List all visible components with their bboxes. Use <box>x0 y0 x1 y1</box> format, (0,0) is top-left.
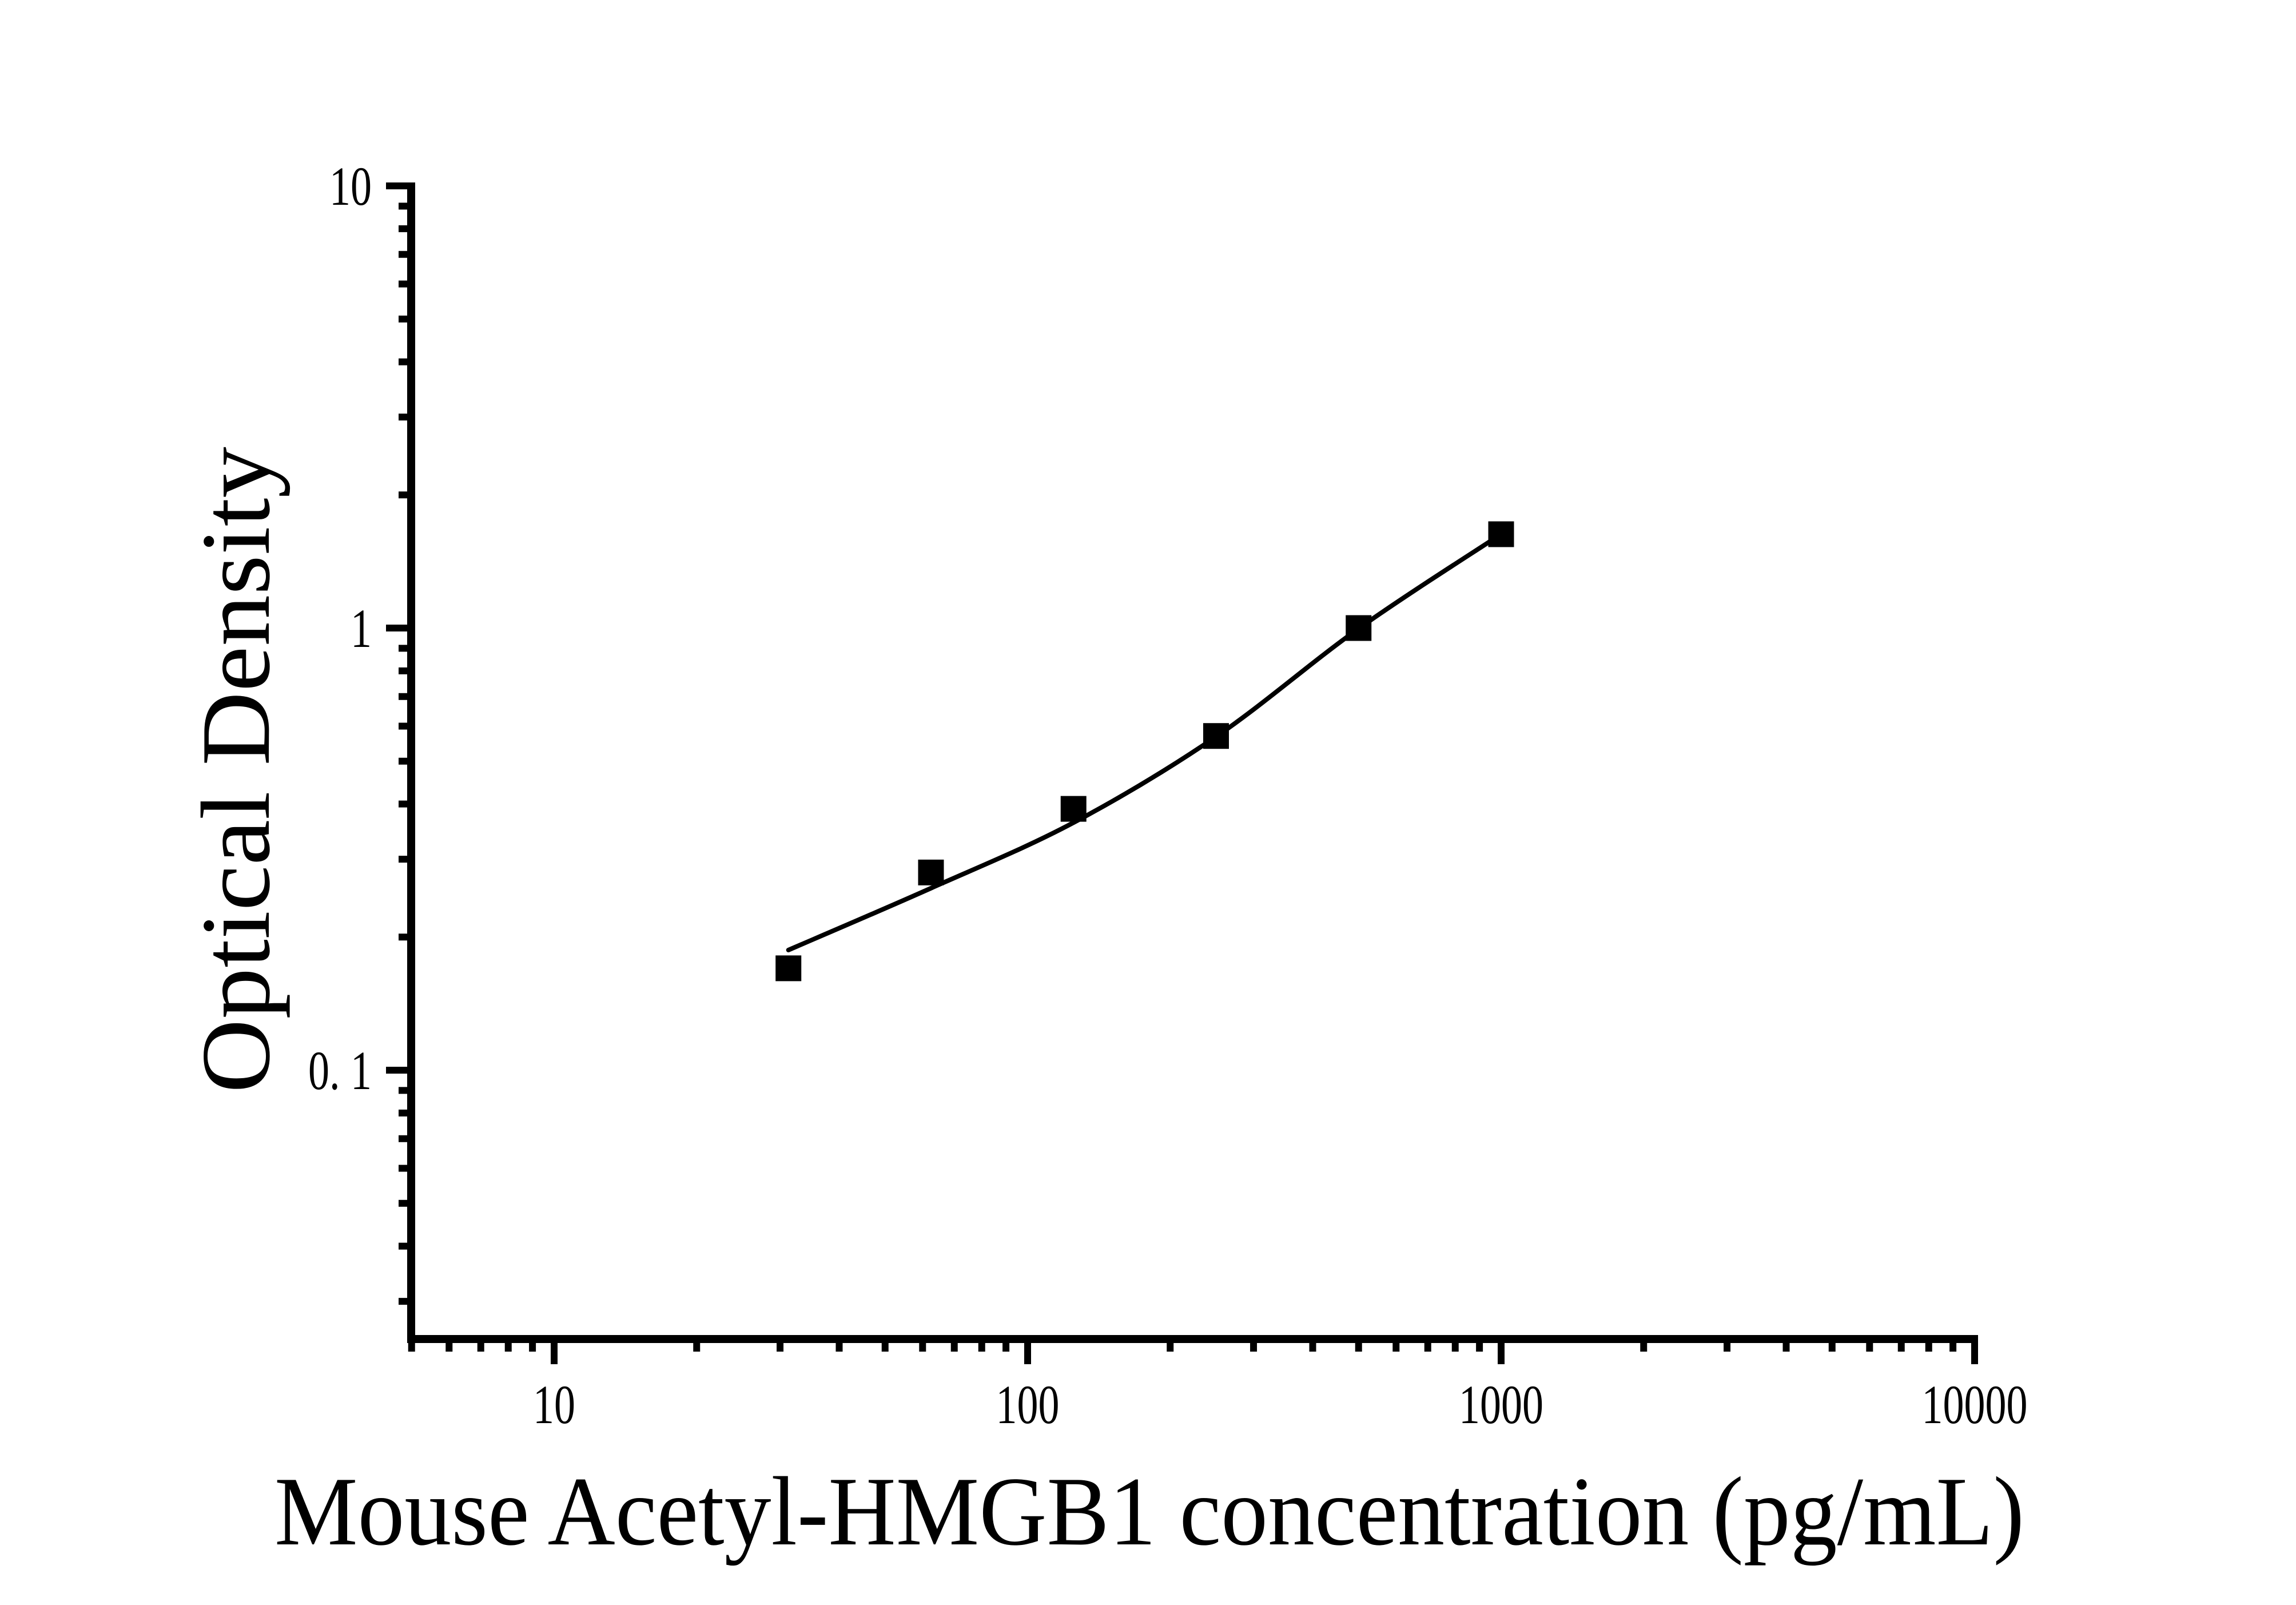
data-point-marker <box>775 955 802 982</box>
y-axis-tick-labels: 10 1 0. 1 <box>308 156 372 1101</box>
x-tick-label: 10 <box>533 1374 575 1435</box>
x-tick-label: 10000 <box>1922 1374 2028 1435</box>
x-axis-title: Mouse Acetyl-HMGB1 concentration (pg/mL) <box>274 1457 2024 1566</box>
y-axis-major-ticks <box>386 182 411 1074</box>
fitted-curve <box>786 531 1503 952</box>
x-axis-tick-labels: 10 100 1000 10000 <box>533 1374 2028 1435</box>
data-point-markers <box>775 521 1514 982</box>
y-axis-title: Optical Density <box>182 447 291 1093</box>
x-tick-label: 1000 <box>1459 1374 1543 1435</box>
y-tick-label: 0. 1 <box>308 1040 372 1101</box>
y-tick-label: 1 <box>351 598 372 659</box>
data-point-marker <box>1488 521 1514 547</box>
data-point-marker <box>1203 723 1229 749</box>
y-tick-label: 10 <box>329 156 372 217</box>
x-tick-label: 100 <box>996 1374 1060 1435</box>
data-point-marker <box>918 859 944 885</box>
data-point-marker <box>1346 615 1372 641</box>
data-point-marker <box>1060 796 1087 822</box>
x-axis-major-ticks <box>551 1339 1978 1364</box>
